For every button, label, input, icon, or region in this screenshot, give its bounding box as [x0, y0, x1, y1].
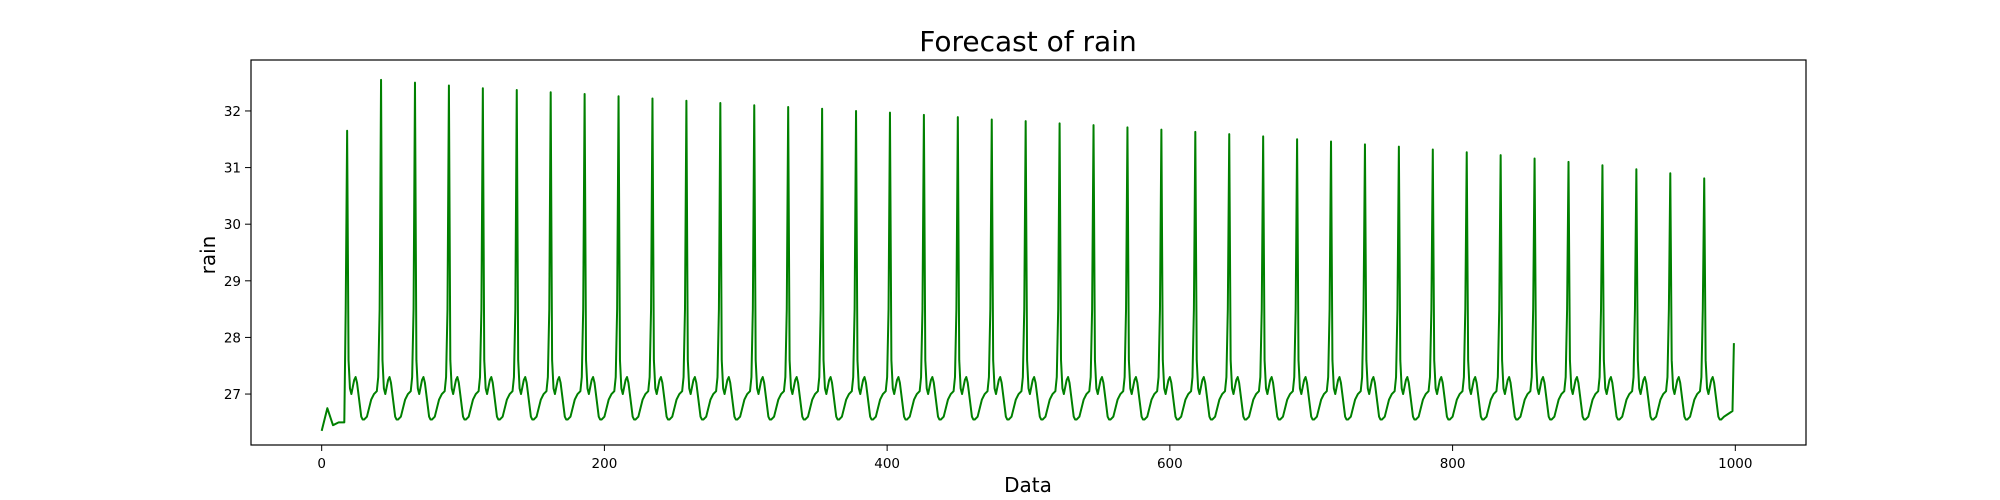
plot-area-frame [250, 59, 1807, 446]
x-tick-label: 800 [1440, 456, 1466, 472]
y-axis-label: rain [196, 236, 220, 275]
y-tick-label: 28 [224, 330, 241, 346]
x-tick-label: 200 [592, 456, 618, 472]
x-axis-label: Data [1004, 473, 1052, 497]
y-tick-label: 30 [224, 217, 241, 233]
y-tick-label: 29 [224, 274, 241, 290]
rain-forecast-line [320, 78, 1735, 432]
y-tick-label: 27 [224, 387, 241, 403]
x-tick-label: 600 [1157, 456, 1183, 472]
x-tick-label: 1000 [1718, 456, 1752, 472]
x-tick-label: 0 [317, 456, 326, 472]
x-tick-label: 400 [874, 456, 900, 472]
y-tick-label: 31 [224, 161, 241, 177]
x-axis: 0 200 400 600 800 1000 [317, 445, 1752, 472]
y-tick-label: 32 [224, 104, 241, 120]
y-axis: 27 28 29 30 31 32 [224, 104, 251, 403]
chart-title: Forecast of rain [919, 25, 1136, 58]
